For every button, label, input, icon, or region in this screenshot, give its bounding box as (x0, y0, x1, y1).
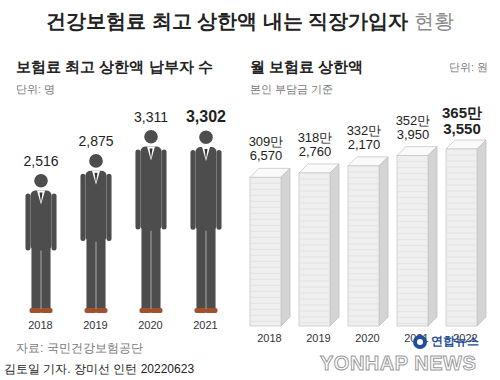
svg-text:2018: 2018 (257, 332, 281, 344)
html-text:보험료 최고 상한액 납부자 수: 보험료 최고 상한액 납부자 수 (16, 58, 213, 75)
svg-text:2019: 2019 (306, 332, 330, 344)
html-text:건강보험료 최고 상한액 내는 직장가입자 현황: 건강보험료 최고 상한액 내는 직장가입자 현황 (46, 10, 454, 32)
svg-text:2020: 2020 (355, 332, 379, 344)
html-text:김토일 기자. 장미선 인턴 20220623: 김토일 기자. 장미선 인턴 20220623 (4, 362, 195, 376)
svg-text:2021: 2021 (193, 319, 217, 331)
svg-text:309만6,570: 309만6,570 (249, 134, 284, 163)
html-text:YONHAP NEWS: YONHAP NEWS (320, 352, 477, 374)
svg-text:2,875: 2,875 (78, 133, 113, 149)
svg-text:2020: 2020 (138, 319, 162, 331)
html-text:연합뉴스: 연합뉴스 (431, 334, 479, 348)
svg-text:3,302: 3,302 (186, 108, 226, 125)
svg-text:365만3,550: 365만3,550 (442, 104, 482, 137)
html-text:단위: 명: 단위: 명 (16, 83, 56, 95)
html-text:본인 부담금 기준: 본인 부담금 기준 (250, 83, 334, 95)
html-text:단위: 원: 단위: 원 (448, 61, 488, 73)
svg-text:2018: 2018 (28, 319, 52, 331)
svg-text:2019: 2019 (83, 319, 107, 331)
svg-text:352만3,950: 352만3,950 (396, 113, 431, 142)
html-text:자료: 국민건강보험공단: 자료: 국민건강보험공단 (16, 341, 143, 355)
svg-text:332만2,170: 332만2,170 (347, 123, 382, 152)
svg-text:3,311: 3,311 (134, 109, 168, 125)
svg-text:2,516: 2,516 (23, 153, 58, 169)
html-text:월 보험료 상한액: 월 보험료 상한액 (250, 58, 364, 75)
svg-text:318만2,760: 318만2,760 (298, 130, 333, 159)
